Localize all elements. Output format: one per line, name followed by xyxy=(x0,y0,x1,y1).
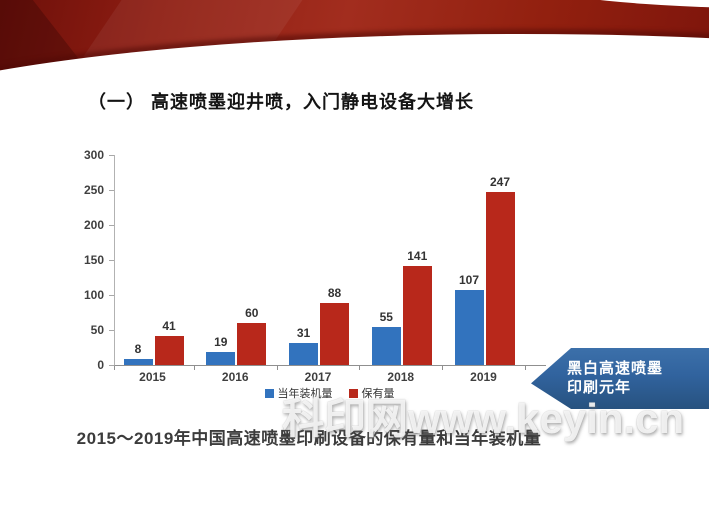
y-tick-mark xyxy=(109,190,114,191)
x-tick-mark xyxy=(114,366,115,370)
bar-value-label: 41 xyxy=(162,319,176,334)
bar-group: 19 60 xyxy=(205,307,267,365)
bar-column: 31 xyxy=(289,327,318,365)
bar-value-label: 31 xyxy=(296,326,311,341)
bar-column: 141 xyxy=(402,249,432,365)
bar-group: 107 247 xyxy=(454,176,516,365)
y-tick-mark xyxy=(109,365,114,366)
bar xyxy=(206,351,236,365)
y-axis-label: 150 xyxy=(83,253,104,267)
legend-swatch xyxy=(348,388,358,398)
bar-chart: 8 41 19 60 31 88 55 141 107 247 当年装机量 保有量 0 50 100 15… xyxy=(58,148,578,414)
bar-group: 8 41 xyxy=(123,320,185,365)
bar-value-label: 141 xyxy=(407,249,428,264)
y-tick-mark xyxy=(109,225,114,226)
bar-column: 8 xyxy=(123,342,153,365)
callout-arrow: 黑白高速喷墨 印刷元年 xyxy=(531,348,709,409)
x-axis-label: 2015 xyxy=(139,370,166,384)
x-tick-mark xyxy=(524,366,526,370)
x-tick-mark xyxy=(359,366,361,370)
callout-line1: 黑白高速喷墨 xyxy=(567,360,664,377)
bar-column: 41 xyxy=(154,319,184,365)
legend-label: 当年装机量 xyxy=(277,388,333,400)
bar-value-label: 247 xyxy=(489,175,511,190)
legend-item: 保有量 xyxy=(348,385,395,401)
bar-value-label: 19 xyxy=(214,334,228,349)
bar xyxy=(454,290,484,365)
x-axis-label: 2018 xyxy=(387,370,415,384)
x-axis-label: 2017 xyxy=(304,370,332,384)
y-tick-mark xyxy=(109,260,114,261)
bar xyxy=(289,343,318,365)
bar-column: 247 xyxy=(485,175,515,365)
bar-column: 55 xyxy=(371,309,401,365)
bar xyxy=(320,303,349,365)
header-decoration xyxy=(0,0,709,92)
bar-group: 55 141 xyxy=(371,250,433,365)
bar-value-label: 88 xyxy=(327,286,342,301)
y-axis-label: 0 xyxy=(97,358,104,372)
x-axis-label: 2016 xyxy=(221,370,249,384)
bar xyxy=(402,266,432,365)
x-tick-mark xyxy=(193,366,195,370)
x-tick-mark xyxy=(442,366,444,370)
bar-column: 88 xyxy=(320,287,349,365)
callout-text: 黑白高速喷墨 印刷元年 xyxy=(567,359,663,397)
callout-line2: 印刷元年 xyxy=(567,379,632,396)
y-axis-label: 300 xyxy=(83,148,104,162)
bar-value-label: 60 xyxy=(245,306,259,320)
y-tick-mark xyxy=(109,295,114,296)
y-axis-label: 50 xyxy=(90,323,104,337)
bar xyxy=(237,323,267,365)
x-tick-mark xyxy=(276,366,278,370)
legend-label: 保有量 xyxy=(361,388,395,400)
y-axis-label: 100 xyxy=(83,288,104,302)
watermark: 科印网www.keyin.cn xyxy=(282,395,685,442)
slide-title: （一） 高速喷墨迎井喷，入门静电设备大增长 xyxy=(88,92,474,112)
bar xyxy=(154,336,184,365)
bar-value-label: 107 xyxy=(458,273,480,288)
legend-item: 当年装机量 xyxy=(264,385,333,401)
bar-group: 31 88 xyxy=(288,287,350,365)
bar-column: 107 xyxy=(454,273,484,365)
plot-area: 8 41 19 60 31 88 55 141 107 247 xyxy=(114,155,546,366)
bar-value-label: 8 xyxy=(134,342,142,357)
chart-legend: 当年装机量 保有量 xyxy=(114,385,545,401)
bar-value-label: 55 xyxy=(379,309,393,324)
bar xyxy=(123,359,153,365)
legend-swatch xyxy=(264,388,274,398)
bar-column: 19 xyxy=(206,334,236,365)
y-axis-label: 200 xyxy=(83,218,104,232)
x-axis-label: 2019 xyxy=(470,370,497,384)
bar-column: 60 xyxy=(237,306,267,365)
bar xyxy=(485,192,515,365)
bar xyxy=(371,326,401,365)
chart-caption: 2015～2019年中国高速喷墨印刷设备的保有量和当年装机量 xyxy=(76,429,542,448)
y-axis-label: 250 xyxy=(83,183,104,197)
y-tick-mark xyxy=(109,330,114,331)
y-tick-mark xyxy=(109,155,114,156)
